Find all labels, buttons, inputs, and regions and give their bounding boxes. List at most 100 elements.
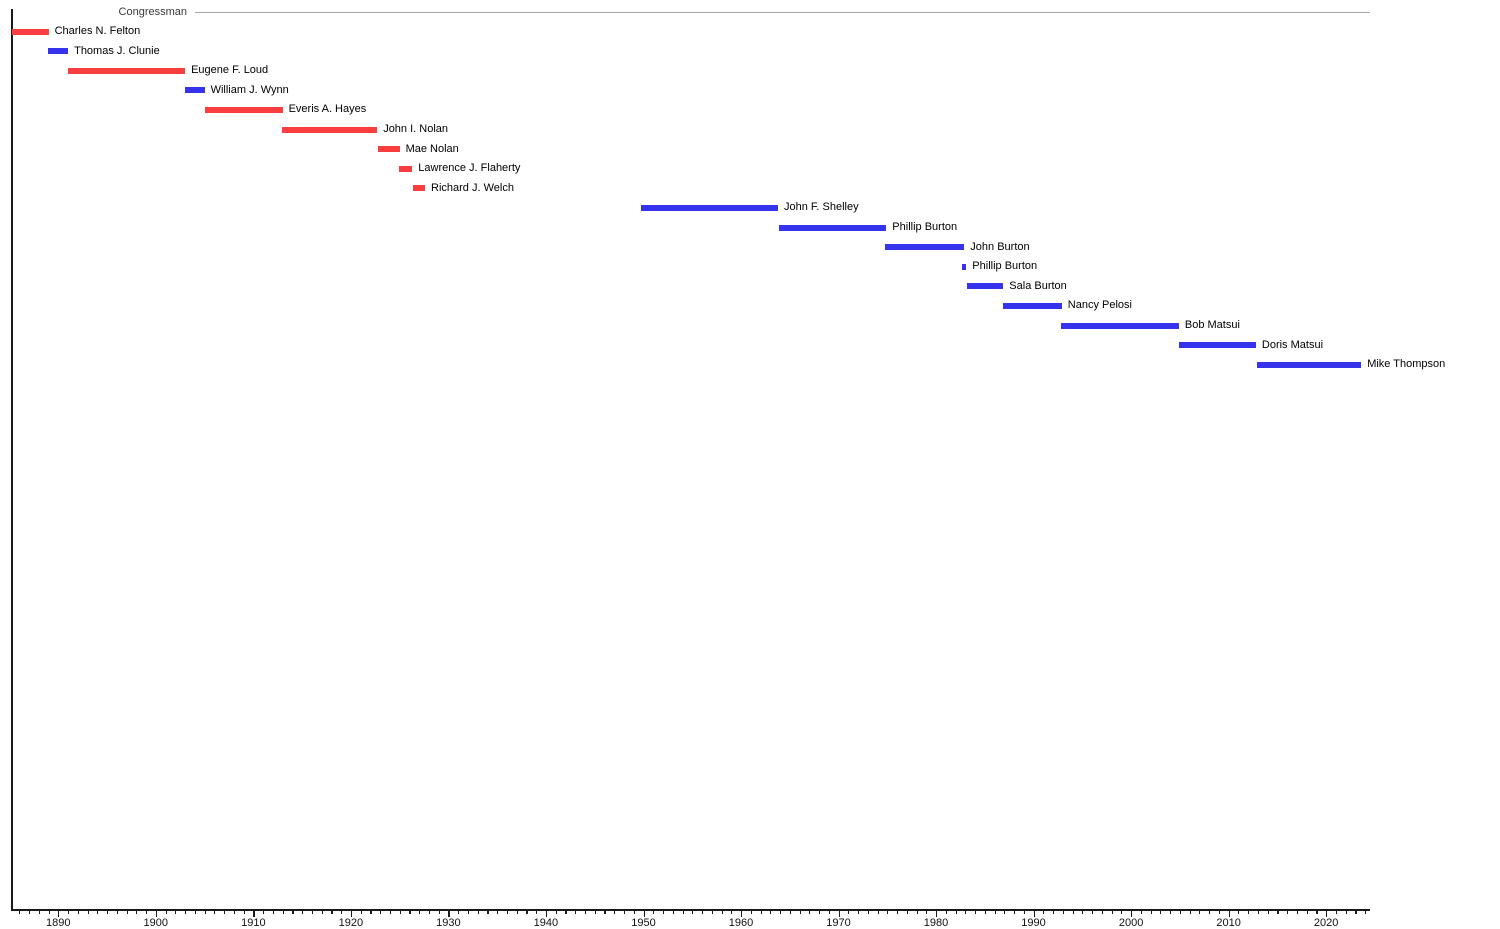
x-tick-minor (614, 910, 616, 914)
x-tick-minor (1101, 910, 1103, 914)
x-tick-minor (380, 910, 382, 914)
term-label: Mike Thompson (1367, 358, 1446, 371)
term-bar (11, 28, 49, 35)
x-tick-major (1326, 910, 1328, 917)
x-tick-label: 2010 (1216, 917, 1241, 929)
term-label: John F. Shelley (784, 201, 859, 214)
term-label: Eugene F. Loud (191, 64, 269, 77)
term-label: Charles N. Felton (54, 25, 141, 37)
x-tick-minor (321, 910, 323, 914)
x-tick-minor (1043, 910, 1045, 914)
x-tick-minor (1062, 910, 1064, 914)
x-tick-minor (292, 910, 294, 914)
x-tick-minor (399, 910, 401, 914)
term-label: John I. Nolan (383, 123, 449, 135)
term-bar (68, 67, 186, 74)
x-tick-minor (633, 910, 635, 914)
x-tick-label: 1960 (728, 917, 754, 929)
x-tick-major (1131, 910, 1133, 917)
term-label: Doris Matsui (1261, 338, 1324, 351)
x-tick-minor (165, 910, 167, 914)
x-tick-minor (1306, 910, 1308, 914)
x-tick-major (838, 910, 840, 917)
x-tick-major (1033, 910, 1035, 917)
x-tick-minor (360, 910, 362, 914)
x-tick-minor (506, 910, 509, 914)
x-tick-major (936, 910, 938, 917)
x-tick-minor (1287, 910, 1289, 914)
x-tick-minor (1316, 910, 1318, 914)
x-tick-minor (38, 910, 40, 914)
x-tick-minor (233, 910, 236, 914)
x-tick-minor (1277, 910, 1279, 914)
x-tick-minor (887, 910, 889, 914)
x-tick-minor (224, 910, 226, 914)
x-tick-minor (760, 910, 762, 914)
x-tick-minor (185, 910, 187, 914)
x-tick-minor (897, 910, 899, 914)
x-tick-minor (116, 910, 118, 914)
x-tick-minor (438, 910, 440, 914)
x-tick-major (643, 910, 645, 917)
term-bar (640, 204, 778, 211)
term-bar (398, 165, 413, 172)
x-tick-label: 1930 (436, 917, 461, 929)
x-tick-minor (663, 910, 665, 914)
x-tick-minor (1170, 910, 1172, 914)
x-tick-minor (848, 910, 850, 914)
x-tick-minor (858, 910, 860, 914)
term-label: Phillip Burton (972, 260, 1038, 273)
x-tick-minor (1218, 910, 1220, 914)
x-tick-minor (146, 910, 148, 914)
x-tick-minor (1160, 910, 1162, 914)
x-tick-minor (604, 910, 606, 914)
x-tick-minor (48, 910, 50, 914)
term-bar (1178, 342, 1256, 349)
term-label: Lawrence J. Flaherty (418, 162, 521, 175)
x-tick-label: 1940 (533, 917, 559, 929)
x-tick-major (253, 910, 255, 917)
x-tick-minor (692, 910, 694, 914)
x-tick-minor (1355, 910, 1357, 914)
term-bar (47, 48, 69, 55)
x-tick-minor (653, 910, 655, 914)
x-tick-minor (487, 910, 489, 914)
x-tick-minor (1257, 910, 1259, 914)
term-bar (185, 87, 205, 94)
x-tick-minor (458, 910, 460, 914)
term-label: Nancy Pelosi (1067, 299, 1132, 312)
x-tick-minor (867, 910, 869, 914)
x-tick-minor (243, 910, 245, 914)
x-tick-minor (984, 910, 986, 914)
x-tick-minor (1014, 910, 1016, 914)
x-tick-minor (682, 910, 684, 914)
term-bar (967, 283, 1004, 290)
x-tick-minor (789, 910, 791, 914)
term-bar (281, 126, 378, 133)
x-tick-minor (594, 910, 596, 914)
x-tick-minor (204, 910, 206, 914)
x-tick-minor (809, 910, 811, 914)
x-tick-minor (770, 910, 772, 914)
x-tick-minor (19, 910, 21, 914)
x-tick-label: 1890 (46, 917, 71, 929)
x-tick-minor (389, 910, 392, 914)
x-tick-minor (994, 910, 996, 914)
x-tick-minor (467, 910, 470, 914)
term-label: William J. Wynn (210, 83, 289, 96)
x-tick-minor (1345, 910, 1347, 914)
x-tick-minor (497, 910, 499, 914)
x-tick-minor (214, 910, 216, 914)
term-label: Bob Matsui (1184, 319, 1240, 331)
x-tick-label: 1950 (631, 917, 656, 929)
x-tick-minor (1335, 910, 1338, 914)
x-tick-minor (1209, 910, 1211, 914)
x-axis-line (11, 909, 1370, 911)
x-tick-minor (126, 910, 128, 914)
x-tick-minor (672, 910, 674, 914)
x-tick-minor (721, 910, 723, 914)
x-tick-minor (1023, 910, 1025, 914)
x-tick-minor (194, 910, 196, 914)
x-tick-minor (916, 910, 918, 914)
x-tick-label: 1980 (923, 917, 949, 929)
